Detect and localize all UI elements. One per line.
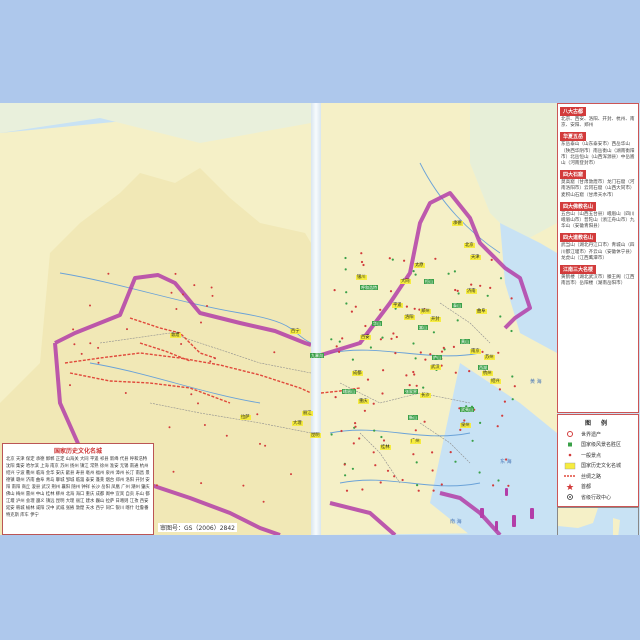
- historic-city-label: 武汉: [430, 365, 441, 370]
- legend-item: 省级行政中心: [558, 492, 638, 503]
- sea-labels: 黄 海 东 海 南 海: [450, 378, 542, 525]
- green-square-icon: [563, 441, 577, 449]
- historic-city-label: 成都: [352, 371, 363, 376]
- scenic-section-text: 东岳泰山（山东泰安市）西岳华山（陕西华阴市）南岳衡山（湖南衡阳市）北岳恒山（山西…: [561, 142, 635, 167]
- historic-city-label: 大理: [292, 421, 303, 426]
- islands: [480, 488, 534, 531]
- rivers: [59, 162, 501, 487]
- svg-text:东 海: 东 海: [500, 458, 512, 465]
- scenic-area-label: 庐山: [432, 355, 442, 360]
- svg-text:黄 海: 黄 海: [530, 378, 542, 385]
- legend-label: 一般景点: [581, 452, 602, 459]
- historic-city-label: 桂林: [380, 445, 391, 450]
- historic-city-label: 苏州: [484, 355, 495, 360]
- historic-city-label: 承德: [452, 221, 463, 226]
- scenic-area-label: 武夷山: [460, 407, 474, 412]
- historic-city-label: 敦煌: [170, 333, 181, 338]
- legend-rows: 世界遗产国家级风景名胜区 一般景点国家历史文化名城 丝绸之路首都省级行政中心: [558, 429, 638, 503]
- historic-city-label: 开封: [430, 317, 441, 322]
- scenic-area-label: 西湖: [478, 365, 488, 370]
- scenic-section-text: 黄鹤楼（湖北武汉市）滕王阁（江西南昌市）岳阳楼（湖南岳阳市）: [561, 275, 635, 287]
- yellow-box-icon: [563, 462, 577, 470]
- historic-city-label: 重庆: [358, 399, 369, 404]
- scenic-section-text: 武当山（湖北丹江口市）青城山（四川都江堰市）齐云山（安徽休宁县）龙虎山（江西鹰潭…: [561, 243, 635, 261]
- legend-label: 首都: [581, 484, 592, 491]
- scenic-section-title: 四大道教名山: [560, 233, 597, 243]
- map-sheet: 黄 海 东 海 南 海 北京天津 承德大同平遥 太原济南曲阜开封 洛阳 郑州西安南京 苏州…: [0, 103, 640, 535]
- historic-city-label: 济南: [466, 289, 477, 294]
- scenic-panel: 八大古都 北京、西安、洛阳、开封、杭州、南京、安阳、郑州 华夏五岳 东岳泰山（山东泰安…: [557, 103, 639, 413]
- scenic-section-title: 四大佛教名山: [560, 201, 597, 211]
- scenic-section-title: 四大石窟: [560, 170, 587, 180]
- historic-city-label: 平遥: [392, 303, 403, 308]
- svg-text:南 海: 南 海: [450, 518, 462, 525]
- historic-city-label: 天津: [470, 255, 481, 260]
- legend: 图 例 世界遗产国家级风景名胜区 一般景点国家历史文化名城 丝绸之路首都省级行政中心: [557, 414, 639, 507]
- legend-label: 世界遗产: [581, 431, 602, 438]
- scenic-area-label: 张家界: [404, 389, 418, 394]
- legend-label: 国家级风景名胜区: [581, 442, 622, 449]
- historic-city-label: 杭州: [482, 371, 493, 376]
- historic-city-label: 郑州: [420, 309, 431, 314]
- attraction-dots: [69, 252, 516, 503]
- scenic-section-title: 江南三大名楼: [560, 265, 597, 275]
- legend-item: 国家历史文化名城: [558, 461, 638, 472]
- historic-city-label: 广州: [410, 439, 421, 444]
- legend-item: 世界遗产: [558, 429, 638, 440]
- scenic-section-title: 华夏五岳: [560, 132, 587, 142]
- circle-dot-icon: [563, 493, 577, 501]
- legend-title: 图 例: [584, 420, 612, 427]
- historic-city-label: 大同: [400, 279, 411, 284]
- legend-label: 省级行政中心: [581, 494, 612, 501]
- historic-city-label: 丽江: [302, 411, 313, 416]
- historic-city-label: 北京: [464, 243, 475, 248]
- historic-city-label: 洛阳: [404, 315, 415, 320]
- capital-label: 呼和浩特: [360, 285, 378, 290]
- red-circle-icon: [563, 430, 577, 438]
- legend-label: 丝绸之路: [581, 473, 602, 480]
- legend-item: 国家级风景名胜区: [558, 440, 638, 451]
- scenic-area-label: 恒山: [424, 279, 434, 284]
- scenic-section-text: 五台山（山西五台县）峨眉山（四川峨眉山市）普陀山（浙江舟山市）九华山（安徽青阳县…: [561, 211, 635, 230]
- legend-item: 一般景点: [558, 450, 638, 461]
- legend-label: 国家历史文化名城: [581, 463, 622, 470]
- scenic-area-label: 衡山: [408, 415, 418, 420]
- scenic-area-label: 华山: [372, 321, 382, 326]
- approval-number: 审图号：GS（2006）2842: [158, 523, 237, 532]
- red-dot-icon: [563, 451, 577, 459]
- scenic-section-text: 莫高窟（甘肃敦煌市）龙门石窟（河南洛阳市）云冈石窟（山西大同市）麦积山石窟（甘肃…: [561, 180, 635, 198]
- historic-cities-box: 国家历史文化名城 北京 天津 保定 承德 邯郸 正定 山海关 大同 平遥 祁县 …: [2, 443, 154, 535]
- south-china-sea-inset: 南海诸岛: [557, 507, 639, 535]
- historic-city-label: 太原: [414, 263, 425, 268]
- historic-city-label: 长沙: [420, 393, 431, 398]
- scenic-area-label: 黄山: [460, 339, 470, 344]
- province-borders: [99, 302, 491, 484]
- scenic-area-label: 九寨沟: [310, 353, 324, 358]
- historic-cities-list: 北京 天津 保定 承德 邯郸 正定 山海关 大同 平遥 祁县 新绛 代县 呼和浩…: [6, 457, 150, 518]
- scenic-section-text: 北京、西安、洛阳、开封、杭州、南京、安阳、郑州: [561, 117, 635, 129]
- historic-city-label: 南京: [470, 349, 481, 354]
- legend-item: 首都: [558, 482, 638, 493]
- star-icon: [563, 483, 577, 491]
- scenic-area-label: 峨眉山: [342, 389, 356, 394]
- historic-city-label: 绍兴: [490, 379, 501, 384]
- historic-city-label: 曲阜: [476, 309, 487, 314]
- inset-map: [558, 508, 620, 535]
- historic-city-label: 银川: [356, 275, 367, 280]
- historic-city-label: 西宁: [290, 329, 301, 334]
- page-gutter: [311, 103, 321, 535]
- dashed-line-icon: [563, 472, 577, 480]
- scenic-section-title: 八大古都: [560, 107, 587, 116]
- scenic-area-label: 泰山: [452, 303, 462, 308]
- historic-cities-title: 国家历史文化名城: [53, 448, 102, 455]
- historic-city-label: 昆明: [310, 433, 321, 438]
- scenic-area-label: 嵩山: [418, 325, 428, 330]
- historic-city-label: 泉州: [460, 423, 471, 428]
- historic-city-label: 拉萨: [240, 415, 251, 420]
- historic-city-label: 西安: [360, 335, 371, 340]
- legend-item: 丝绸之路: [558, 471, 638, 482]
